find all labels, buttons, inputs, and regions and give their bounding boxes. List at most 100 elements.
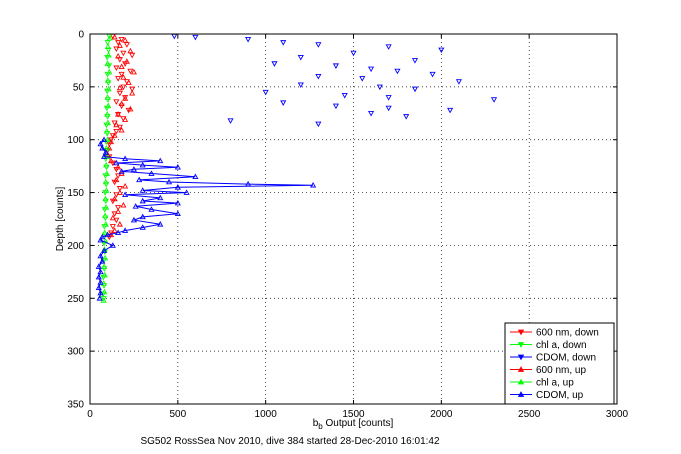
data-point [385, 44, 392, 50]
data-point [118, 63, 125, 70]
data-point [127, 47, 134, 54]
data-point [113, 176, 120, 183]
data-point [368, 66, 375, 73]
legend-entry: CDOM, up [510, 390, 584, 401]
legend-entry: CDOM, down [510, 353, 596, 364]
data-point [108, 230, 115, 236]
data-point [109, 214, 116, 221]
data-point [111, 211, 118, 217]
data-point [116, 42, 123, 48]
data-point [101, 229, 108, 236]
data-point [103, 144, 110, 151]
data-point [122, 37, 129, 43]
data-point [97, 140, 104, 147]
data-point [136, 176, 143, 183]
data-point [97, 289, 104, 296]
data-point [97, 252, 104, 259]
data-point [116, 90, 123, 97]
data-point [99, 144, 106, 151]
y-tick-label: 300 [67, 347, 84, 358]
data-point [100, 297, 107, 303]
data-point [411, 58, 419, 64]
data-point [105, 80, 112, 86]
data-point [394, 68, 401, 75]
data-point [95, 273, 102, 280]
data-point [115, 163, 122, 170]
legend-entry: 600 nm, up [510, 365, 586, 376]
data-point [297, 82, 304, 88]
data-point [139, 187, 146, 193]
data-point [310, 181, 317, 188]
data-point [376, 84, 383, 91]
legend-marker [517, 354, 525, 361]
data-point [104, 231, 111, 238]
data-point [280, 40, 287, 46]
data-point [105, 102, 112, 109]
data-point [315, 73, 322, 80]
data-point [129, 86, 136, 93]
data-point [192, 173, 199, 180]
x-tick-label: 2000 [430, 409, 453, 420]
series-line [98, 139, 314, 299]
data-point [139, 161, 146, 168]
data-point [129, 52, 136, 59]
data-point [139, 224, 146, 230]
data-point [127, 105, 134, 112]
legend-entry: chl a, up [510, 378, 574, 389]
legend-box [504, 322, 615, 405]
data-point [102, 254, 109, 261]
data-point [104, 119, 111, 126]
data-point [109, 242, 116, 248]
data-point [104, 40, 111, 46]
data-point [102, 215, 109, 222]
data-point [103, 204, 110, 210]
data-point [101, 288, 108, 295]
data-point [113, 46, 120, 53]
data-point [96, 295, 103, 301]
data-point [411, 86, 419, 93]
data-point [101, 266, 108, 272]
data-point [106, 68, 113, 75]
data-point [100, 247, 108, 254]
data-point [106, 35, 113, 41]
data-point [192, 34, 199, 41]
data-point [116, 124, 123, 131]
data-point [120, 50, 127, 57]
data-point [245, 36, 252, 43]
data-point [105, 47, 112, 54]
data-point [116, 189, 123, 195]
data-point [99, 233, 106, 240]
x-tick-label: 2500 [518, 409, 541, 420]
data-series [95, 33, 498, 303]
x-tick-label: 1500 [342, 409, 365, 420]
data-point [104, 77, 111, 83]
legend-marker [517, 342, 525, 348]
data-point [104, 60, 111, 66]
legend-marker [517, 391, 525, 397]
y-tick-label: 100 [67, 135, 84, 146]
data-point [102, 198, 109, 205]
data-point [113, 128, 120, 135]
data-point [174, 184, 181, 190]
data-point [359, 76, 366, 82]
legend-label: CDOM, up [536, 390, 584, 401]
data-point [227, 118, 234, 124]
data-point [130, 166, 137, 172]
data-point [148, 206, 155, 212]
data-point [111, 132, 118, 138]
data-point [174, 199, 181, 206]
data-point [157, 157, 164, 164]
data-point [100, 283, 108, 289]
data-point [122, 183, 129, 189]
data-point [165, 178, 173, 185]
data-point [115, 173, 122, 179]
data-point [102, 212, 109, 219]
data-point [429, 71, 436, 78]
data-point [122, 227, 129, 233]
data-point [125, 107, 132, 114]
data-point [125, 79, 132, 85]
data-point [297, 54, 304, 61]
data-point [280, 100, 287, 106]
data-point [111, 227, 118, 233]
data-point [115, 229, 122, 236]
